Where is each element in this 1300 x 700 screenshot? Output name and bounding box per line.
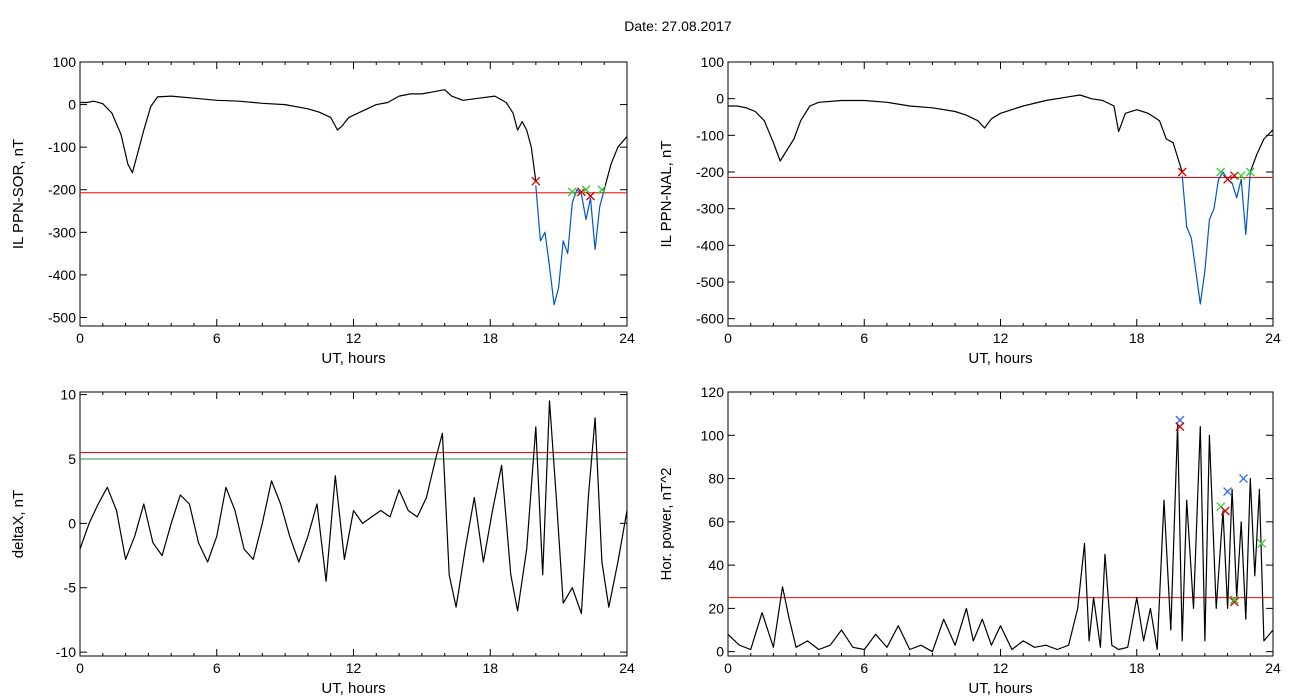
chart-1-series-line	[80, 89, 537, 182]
chart-1-y-tick-label: -100	[48, 139, 76, 155]
chart-4-event-marker	[1229, 595, 1239, 605]
chart-3-x-tick-label: 0	[76, 660, 84, 676]
chart-4-event-marker	[1239, 474, 1248, 484]
chart-4-plot-frame	[727, 391, 1274, 657]
chart-2-y-tick-label: -200	[696, 164, 724, 180]
chart-1-event-marker	[581, 185, 591, 195]
chart-3-y-tick-label: 10	[60, 387, 76, 403]
chart-2-event-marker	[1229, 171, 1239, 181]
chart-2-y-tick-label: -400	[696, 237, 724, 253]
chart-2-event-marker	[1245, 167, 1255, 177]
chart-2-y-tick-label: 100	[701, 54, 725, 70]
chart-1-x-tick-label: 12	[346, 330, 362, 346]
chart-3-y-tick-label: 5	[68, 451, 76, 467]
chart-2-event-marker	[1223, 174, 1233, 184]
chart-4-y-tick-label: 100	[701, 427, 725, 443]
chart-4-x-axis-label: UT, hours	[968, 680, 1032, 697]
chart-2-y-tick-label: -300	[696, 201, 724, 217]
chart-1-x-tick-label: 18	[482, 330, 498, 346]
chart-1-event-marker	[531, 176, 541, 186]
chart-2-x-tick-label: 24	[1265, 330, 1281, 346]
chart-1-y-tick-label: -400	[48, 267, 76, 283]
chart-4-x-tick-label: 12	[993, 660, 1009, 676]
chart-4-y-tick-label: 20	[708, 600, 724, 616]
chart-4-event-marker	[1175, 415, 1185, 425]
chart-1-y-tick-label: -500	[48, 309, 76, 325]
chart-2-event-marker	[1216, 167, 1226, 177]
chart-1-y-axis-label: IL PPN-SOR, nT	[10, 139, 27, 249]
chart-3-y-tick-label: -5	[64, 580, 77, 596]
chart-4-y-tick-label: 80	[708, 471, 724, 487]
chart-1-plot-frame	[79, 61, 628, 327]
chart-4-y-tick-label: 40	[708, 557, 724, 573]
chart-4-series-line	[727, 423, 1274, 653]
chart-2-event-marker	[1236, 171, 1246, 181]
chart-2-plot-frame	[727, 61, 1274, 327]
chart-2-x-tick-label: 12	[993, 330, 1009, 346]
chart-4-x-tick-label: 0	[724, 660, 732, 676]
chart-1-y-tick-label: -200	[48, 182, 76, 198]
page-title: Date: 27.08.2017	[624, 18, 732, 34]
chart-3-x-tick-label: 12	[346, 660, 362, 676]
chart-1-y-tick-label: 100	[53, 54, 77, 70]
chart-3-x-tick-label: 24	[619, 660, 635, 676]
chart-3-series-line	[79, 400, 628, 615]
chart-1-event-marker	[586, 191, 595, 201]
chart-4-event-marker	[1223, 487, 1233, 497]
chart-1-event-marker	[597, 185, 607, 195]
chart-2-x-tick-label: 0	[724, 330, 732, 346]
chart-1-y-tick-label: -300	[48, 224, 76, 240]
chart-1-x-tick-label: 24	[619, 330, 635, 346]
chart-4-x-tick-label: 24	[1265, 660, 1281, 676]
chart-1-series-line	[535, 185, 605, 306]
chart-2-event-marker	[1177, 167, 1187, 177]
chart-1-x-tick-label: 0	[76, 330, 84, 346]
chart-3-y-axis-label: deltaX, nT	[10, 490, 27, 558]
chart-1-y-tick-label: 0	[68, 97, 76, 113]
chart-4-event-marker	[1229, 597, 1239, 607]
chart-1-x-tick-label: 6	[213, 330, 221, 346]
chart-2-series-line	[1249, 129, 1274, 173]
chart-2-series-line	[728, 94, 1183, 173]
chart-3-x-tick-label: 18	[482, 660, 498, 676]
chart-2-y-tick-label: -100	[696, 127, 724, 143]
chart-3-y-tick-label: -10	[56, 644, 76, 660]
chart-2-y-tick-label: -500	[696, 274, 724, 290]
chart-4-y-axis-label: Hor. power, nT^2	[658, 468, 675, 581]
chart-2-x-tick-label: 18	[1129, 330, 1145, 346]
chart-2-series-line	[1181, 171, 1251, 305]
chart-1-series-line	[603, 136, 628, 190]
chart-2-y-tick-label: 0	[716, 91, 724, 107]
chart-3-x-tick-label: 6	[213, 660, 221, 676]
chart-2-y-axis-label: IL PPN-NAL, nT	[658, 141, 675, 248]
chart-1-event-marker	[576, 187, 586, 197]
chart-3-x-axis-label: UT, hours	[321, 680, 385, 697]
chart-2-x-axis-label: UT, hours	[968, 350, 1032, 367]
chart-4-event-marker	[1175, 422, 1185, 432]
chart-2-x-tick-label: 6	[860, 330, 868, 346]
chart-4-event-marker	[1220, 506, 1230, 516]
chart-4-x-tick-label: 6	[860, 660, 868, 676]
chart-4-y-tick-label: 120	[701, 384, 725, 400]
chart-4-y-tick-label: 60	[708, 514, 724, 530]
chart-4-x-tick-label: 18	[1129, 660, 1145, 676]
chart-4-y-tick-label: 0	[716, 644, 724, 660]
chart-4-event-marker	[1257, 539, 1267, 548]
chart-1-event-marker	[567, 187, 577, 197]
chart-3-y-tick-label: 0	[68, 515, 76, 531]
chart-2-y-tick-label: -600	[696, 311, 724, 327]
chart-1-x-axis-label: UT, hours	[321, 350, 385, 367]
